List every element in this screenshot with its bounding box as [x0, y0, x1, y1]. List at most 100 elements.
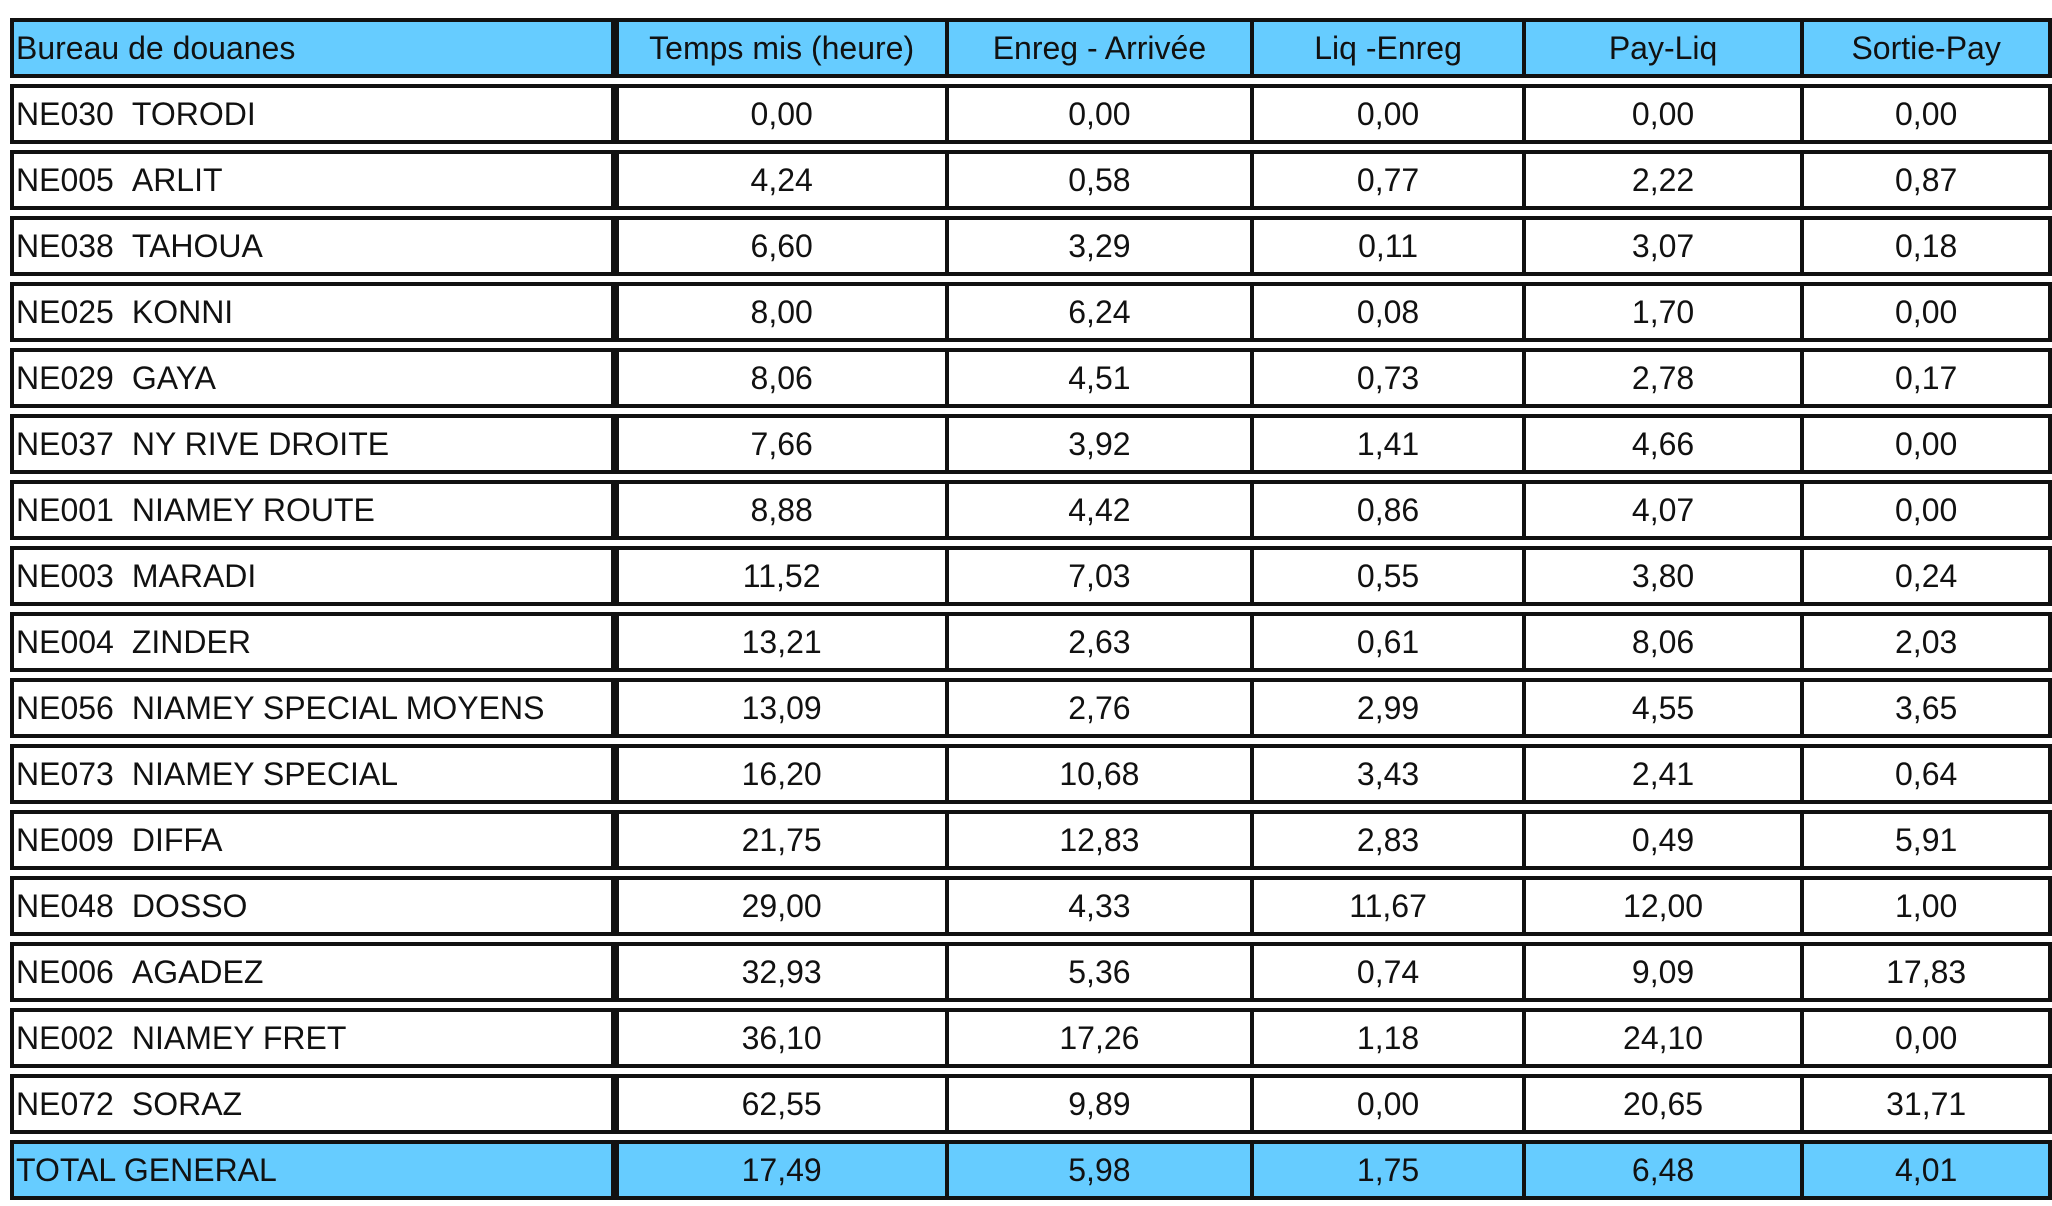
sortie-value-cell[interactable]: 0,00	[1804, 414, 2052, 474]
office-cell[interactable]: NE048 DOSSO	[10, 876, 619, 936]
office-cell[interactable]: NE072 SORAZ	[10, 1074, 619, 1134]
total-enreg-cell[interactable]: 5,98	[948, 1140, 1255, 1200]
header-cell-liq-enreg[interactable]: Liq -Enreg	[1254, 18, 1526, 78]
temps-value-cell[interactable]: 13,09	[618, 678, 949, 738]
temps-value-cell[interactable]: 11,52	[618, 546, 949, 606]
pay-value-cell[interactable]: 9,09	[1525, 942, 1805, 1002]
office-cell[interactable]: NE004 ZINDER	[10, 612, 619, 672]
sortie-value-cell[interactable]: 0,00	[1804, 84, 2052, 144]
enreg-value-cell[interactable]: 17,26	[948, 1008, 1255, 1068]
temps-value-cell[interactable]: 0,00	[618, 84, 949, 144]
pay-value-cell[interactable]: 3,80	[1525, 546, 1805, 606]
pay-value-cell[interactable]: 0,00	[1525, 84, 1805, 144]
pay-value-cell[interactable]: 4,55	[1525, 678, 1805, 738]
enreg-value-cell[interactable]: 3,29	[948, 216, 1255, 276]
total-pay-cell[interactable]: 6,48	[1525, 1140, 1805, 1200]
office-cell[interactable]: NE025 KONNI	[10, 282, 619, 342]
office-cell[interactable]: NE006 AGADEZ	[10, 942, 619, 1002]
sortie-value-cell[interactable]: 0,00	[1804, 480, 2052, 540]
liq-value-cell[interactable]: 2,83	[1254, 810, 1526, 870]
header-cell-pay-liq[interactable]: Pay-Liq	[1525, 18, 1805, 78]
header-cell-temps-mis[interactable]: Temps mis (heure)	[618, 18, 949, 78]
enreg-value-cell[interactable]: 3,92	[948, 414, 1255, 474]
liq-value-cell[interactable]: 1,41	[1254, 414, 1526, 474]
temps-value-cell[interactable]: 8,06	[618, 348, 949, 408]
sortie-value-cell[interactable]: 31,71	[1804, 1074, 2052, 1134]
liq-value-cell[interactable]: 0,74	[1254, 942, 1526, 1002]
pay-value-cell[interactable]: 8,06	[1525, 612, 1805, 672]
total-temps-cell[interactable]: 17,49	[618, 1140, 949, 1200]
pay-value-cell[interactable]: 2,41	[1525, 744, 1805, 804]
header-cell-sortie-pay[interactable]: Sortie-Pay	[1804, 18, 2052, 78]
enreg-value-cell[interactable]: 0,00	[948, 84, 1255, 144]
enreg-value-cell[interactable]: 0,58	[948, 150, 1255, 210]
liq-value-cell[interactable]: 0,55	[1254, 546, 1526, 606]
enreg-value-cell[interactable]: 12,83	[948, 810, 1255, 870]
pay-value-cell[interactable]: 12,00	[1525, 876, 1805, 936]
sortie-value-cell[interactable]: 17,83	[1804, 942, 2052, 1002]
liq-value-cell[interactable]: 3,43	[1254, 744, 1526, 804]
sortie-value-cell[interactable]: 3,65	[1804, 678, 2052, 738]
temps-value-cell[interactable]: 6,60	[618, 216, 949, 276]
sortie-value-cell[interactable]: 0,00	[1804, 1008, 2052, 1068]
temps-value-cell[interactable]: 13,21	[618, 612, 949, 672]
liq-value-cell[interactable]: 2,99	[1254, 678, 1526, 738]
liq-value-cell[interactable]: 0,11	[1254, 216, 1526, 276]
header-cell-office[interactable]: Bureau de douanes	[10, 18, 619, 78]
sortie-value-cell[interactable]: 2,03	[1804, 612, 2052, 672]
office-cell[interactable]: NE005 ARLIT	[10, 150, 619, 210]
temps-value-cell[interactable]: 36,10	[618, 1008, 949, 1068]
temps-value-cell[interactable]: 7,66	[618, 414, 949, 474]
sortie-value-cell[interactable]: 0,00	[1804, 282, 2052, 342]
liq-value-cell[interactable]: 11,67	[1254, 876, 1526, 936]
office-cell[interactable]: NE009 DIFFA	[10, 810, 619, 870]
temps-value-cell[interactable]: 8,88	[618, 480, 949, 540]
liq-value-cell[interactable]: 1,18	[1254, 1008, 1526, 1068]
pay-value-cell[interactable]: 4,66	[1525, 414, 1805, 474]
total-sortie-cell[interactable]: 4,01	[1804, 1140, 2052, 1200]
liq-value-cell[interactable]: 0,08	[1254, 282, 1526, 342]
sortie-value-cell[interactable]: 0,87	[1804, 150, 2052, 210]
liq-value-cell[interactable]: 0,77	[1254, 150, 1526, 210]
office-cell[interactable]: NE037 NY RIVE DROITE	[10, 414, 619, 474]
temps-value-cell[interactable]: 32,93	[618, 942, 949, 1002]
temps-value-cell[interactable]: 4,24	[618, 150, 949, 210]
liq-value-cell[interactable]: 0,73	[1254, 348, 1526, 408]
sortie-value-cell[interactable]: 5,91	[1804, 810, 2052, 870]
sortie-value-cell[interactable]: 0,18	[1804, 216, 2052, 276]
temps-value-cell[interactable]: 62,55	[618, 1074, 949, 1134]
office-cell[interactable]: NE056 NIAMEY SPECIAL MOYENS	[10, 678, 619, 738]
temps-value-cell[interactable]: 16,20	[618, 744, 949, 804]
enreg-value-cell[interactable]: 6,24	[948, 282, 1255, 342]
enreg-value-cell[interactable]: 2,63	[948, 612, 1255, 672]
office-cell[interactable]: NE002 NIAMEY FRET	[10, 1008, 619, 1068]
sortie-value-cell[interactable]: 1,00	[1804, 876, 2052, 936]
liq-value-cell[interactable]: 0,61	[1254, 612, 1526, 672]
pay-value-cell[interactable]: 20,65	[1525, 1074, 1805, 1134]
office-cell[interactable]: NE038 TAHOUA	[10, 216, 619, 276]
temps-value-cell[interactable]: 29,00	[618, 876, 949, 936]
enreg-value-cell[interactable]: 4,33	[948, 876, 1255, 936]
pay-value-cell[interactable]: 1,70	[1525, 282, 1805, 342]
enreg-value-cell[interactable]: 10,68	[948, 744, 1255, 804]
sortie-value-cell[interactable]: 0,24	[1804, 546, 2052, 606]
liq-value-cell[interactable]: 0,86	[1254, 480, 1526, 540]
pay-value-cell[interactable]: 2,22	[1525, 150, 1805, 210]
office-cell[interactable]: NE029 GAYA	[10, 348, 619, 408]
sortie-value-cell[interactable]: 0,64	[1804, 744, 2052, 804]
enreg-value-cell[interactable]: 7,03	[948, 546, 1255, 606]
sortie-value-cell[interactable]: 0,17	[1804, 348, 2052, 408]
enreg-value-cell[interactable]: 9,89	[948, 1074, 1255, 1134]
pay-value-cell[interactable]: 4,07	[1525, 480, 1805, 540]
enreg-value-cell[interactable]: 4,51	[948, 348, 1255, 408]
temps-value-cell[interactable]: 21,75	[618, 810, 949, 870]
total-liq-cell[interactable]: 1,75	[1254, 1140, 1526, 1200]
pay-value-cell[interactable]: 3,07	[1525, 216, 1805, 276]
liq-value-cell[interactable]: 0,00	[1254, 84, 1526, 144]
temps-value-cell[interactable]: 8,00	[618, 282, 949, 342]
pay-value-cell[interactable]: 0,49	[1525, 810, 1805, 870]
office-cell[interactable]: NE001 NIAMEY ROUTE	[10, 480, 619, 540]
enreg-value-cell[interactable]: 5,36	[948, 942, 1255, 1002]
liq-value-cell[interactable]: 0,00	[1254, 1074, 1526, 1134]
header-cell-enreg-arrivee[interactable]: Enreg - Arrivée	[948, 18, 1255, 78]
